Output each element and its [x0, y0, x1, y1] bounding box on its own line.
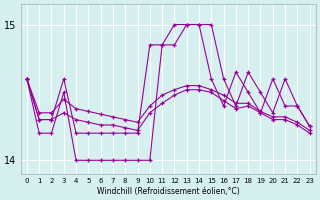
X-axis label: Windchill (Refroidissement éolien,°C): Windchill (Refroidissement éolien,°C) — [97, 187, 240, 196]
